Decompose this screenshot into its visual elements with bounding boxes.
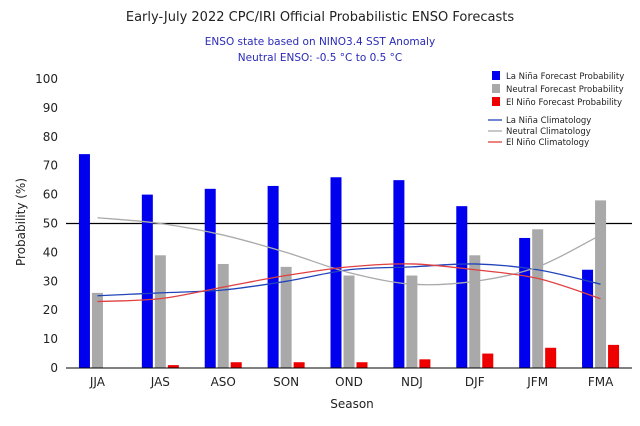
x-tick-label-aso: ASO bbox=[211, 375, 236, 389]
la-nina-climatology-line bbox=[97, 263, 601, 297]
bar-el-nino-jfm bbox=[545, 347, 557, 368]
y-tick-label: 100 bbox=[35, 72, 58, 86]
bar-el-nino-jas bbox=[167, 365, 179, 368]
x-tick-label-jas: JAS bbox=[150, 375, 170, 389]
bar-neutral-jja bbox=[91, 292, 103, 368]
bar-la-nina-son bbox=[267, 185, 279, 368]
y-tick-label: 70 bbox=[43, 159, 58, 173]
y-tick-label: 60 bbox=[43, 188, 58, 202]
bar-el-nino-son bbox=[293, 362, 305, 368]
chart-subtitle-state: ENSO state based on NINO3.4 SST Anomaly bbox=[204, 36, 436, 48]
y-tick-label: 40 bbox=[43, 245, 58, 259]
x-axis-title: Season bbox=[330, 397, 374, 411]
bar-neutral-ond bbox=[343, 275, 355, 368]
bar-el-nino-ndj bbox=[419, 359, 431, 368]
el-nino-climatology-line bbox=[97, 263, 601, 303]
legend-el-nino-forecast-label: El Niño Forecast Probability bbox=[506, 98, 622, 108]
x-tick-label-son: SON bbox=[273, 375, 299, 389]
legend-neutral-climatology-label: Neutral Climatology bbox=[506, 127, 591, 137]
y-tick-label: 90 bbox=[43, 101, 58, 115]
bar-neutral-jfm bbox=[532, 229, 544, 368]
bar-la-nina-aso bbox=[204, 188, 216, 368]
y-tick-label: 30 bbox=[43, 274, 58, 288]
bar-neutral-son bbox=[280, 266, 292, 368]
bar-el-nino-fma bbox=[608, 344, 620, 368]
legend-la-nina-forecast-swatch bbox=[492, 71, 500, 80]
y-tick-label: 10 bbox=[43, 332, 58, 346]
legend-neutral-forecast-label: Neutral Forecast Probability bbox=[506, 85, 624, 95]
bar-la-nina-jfm bbox=[519, 237, 531, 368]
legend-la-nina-climatology-label: La Niña Climatology bbox=[506, 116, 591, 126]
legend-el-nino-forecast-swatch bbox=[492, 97, 500, 106]
bar-el-nino-djf bbox=[482, 353, 494, 368]
x-tick-label-ond: OND bbox=[335, 375, 363, 389]
x-tick-label-jja: JJA bbox=[89, 375, 106, 389]
bar-la-nina-jas bbox=[141, 194, 153, 368]
bar-la-nina-jja bbox=[78, 154, 90, 368]
bar-la-nina-ndj bbox=[393, 180, 405, 368]
bar-la-nina-djf bbox=[456, 206, 468, 368]
legend-el-nino-climatology-label: El Niño Climatology bbox=[506, 138, 589, 148]
x-tick-label-djf: DJF bbox=[465, 375, 485, 389]
bar-neutral-jas bbox=[154, 255, 166, 368]
legend-neutral-forecast-swatch bbox=[492, 84, 500, 93]
chart-title: Early-July 2022 CPC/IRI Official Probabi… bbox=[125, 10, 515, 25]
chart-subtitle-neutral-range: Neutral ENSO: -0.5 °C to 0.5 °C bbox=[237, 52, 403, 64]
bar-neutral-ndj bbox=[406, 275, 418, 368]
bar-la-nina-fma bbox=[582, 269, 594, 368]
y-axis-title: Probability (%) bbox=[14, 178, 28, 266]
legend-la-nina-forecast-label: La Niña Forecast Probability bbox=[506, 72, 624, 82]
x-tick-label-fma: FMA bbox=[588, 375, 614, 389]
bar-neutral-aso bbox=[217, 263, 229, 368]
y-tick-label: 50 bbox=[43, 217, 58, 231]
bar-neutral-djf bbox=[469, 255, 481, 368]
y-tick-label: 0 bbox=[50, 361, 58, 375]
bar-el-nino-ond bbox=[356, 362, 368, 368]
neutral-climatology-line bbox=[97, 217, 601, 286]
bar-el-nino-aso bbox=[230, 362, 242, 368]
y-tick-label: 20 bbox=[43, 303, 58, 317]
watermark-text: 头条 @中国气象爱好者 bbox=[493, 403, 628, 418]
x-tick-label-jfm: JFM bbox=[526, 375, 548, 389]
bar-la-nina-ond bbox=[330, 177, 342, 368]
x-tick-label-ndj: NDJ bbox=[401, 375, 423, 389]
y-tick-label: 80 bbox=[43, 130, 58, 144]
